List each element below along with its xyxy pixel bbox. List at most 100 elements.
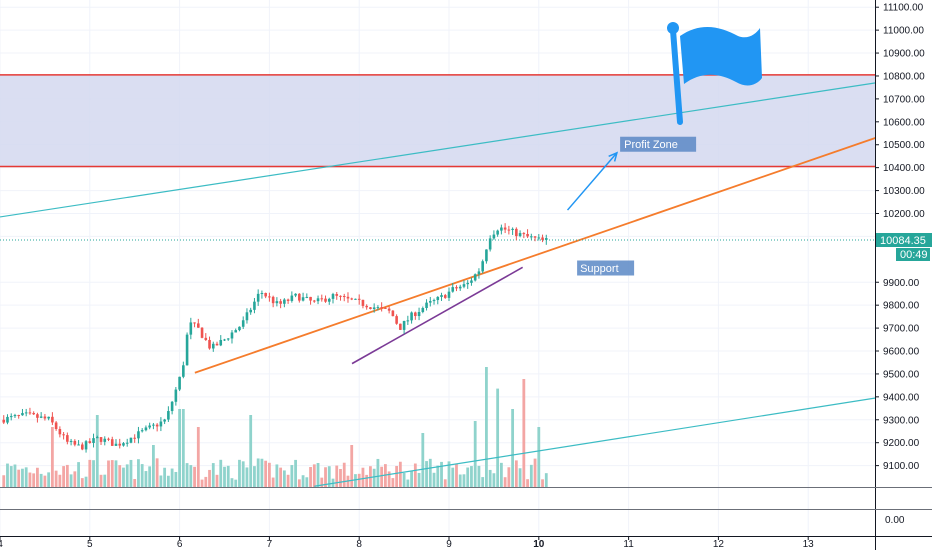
volume-bar <box>95 415 99 487</box>
volume-bar <box>193 466 196 487</box>
candle-body <box>313 300 316 302</box>
candle-body <box>455 287 458 289</box>
profit-zone-box[interactable] <box>0 74 875 167</box>
volume-bar <box>133 478 137 487</box>
profit-zone-label-bg <box>620 136 697 152</box>
candle-body <box>6 416 9 423</box>
volume-bar <box>62 466 66 487</box>
candle-body <box>395 316 398 324</box>
volume-bar <box>451 467 455 487</box>
volume-bar <box>335 465 339 487</box>
candle-body <box>189 322 193 335</box>
y-axis-ticks[interactable]: 11100.00 11000.00 10900.00 10800.00 10700.00… <box>875 3 925 472</box>
volume-bar <box>80 478 84 487</box>
profit-zone-label-text: Profit Zone <box>624 139 678 151</box>
volume-bar <box>271 477 275 487</box>
candle-body <box>260 292 264 294</box>
volume-bar <box>144 471 148 487</box>
candle-body <box>301 297 305 301</box>
volume-bar <box>166 475 170 487</box>
y-tick-label: 9600.00 <box>883 347 920 358</box>
volume-bar <box>286 474 290 487</box>
volume-bar <box>447 461 451 487</box>
volume-bar <box>413 463 417 487</box>
volume-bar <box>170 468 174 487</box>
candle-body <box>492 234 496 239</box>
candle-body <box>144 427 148 431</box>
candle-body <box>357 298 361 300</box>
candle-body <box>436 296 440 301</box>
candle-body <box>77 444 80 446</box>
candle-body <box>211 343 215 349</box>
flag-icon[interactable] <box>667 22 762 125</box>
candle-body <box>129 437 133 443</box>
arrow-annotation[interactable] <box>566 151 619 211</box>
candle-body <box>275 301 279 304</box>
trendlines[interactable] <box>0 82 876 487</box>
candle-body <box>54 422 58 430</box>
volume-bar <box>140 464 144 487</box>
candle-body <box>185 334 189 366</box>
candle-body <box>174 389 178 402</box>
x-tick-label: 7 <box>267 539 273 550</box>
candle-body <box>526 234 529 237</box>
candle-body <box>451 287 455 292</box>
x-tick-label: 8 <box>356 539 362 550</box>
profit-zone-label[interactable]: Profit Zone <box>620 136 697 152</box>
volume-bar <box>380 466 384 487</box>
candle-body <box>316 298 320 302</box>
volume-bar <box>402 472 406 487</box>
volume-bar <box>39 473 43 487</box>
volume-bar <box>312 464 316 487</box>
volume-bar <box>118 465 122 487</box>
volume-bar <box>533 458 537 487</box>
candle-body <box>425 302 428 309</box>
candle-body <box>73 440 77 445</box>
volume-bar <box>462 474 466 487</box>
volume-bar <box>249 415 253 487</box>
candle-body <box>103 438 107 442</box>
volume-bar <box>529 464 533 487</box>
volume-bar <box>110 460 114 487</box>
candle-body <box>62 434 65 436</box>
candle-body <box>88 441 92 443</box>
candle-body <box>28 412 32 414</box>
volume-bar <box>398 461 402 487</box>
candle-body <box>447 291 451 298</box>
volume-bar <box>492 473 496 487</box>
y-tick-label: 10800.00 <box>883 71 925 82</box>
volume-bar <box>2 475 6 487</box>
candle-body <box>324 298 327 302</box>
candle-body <box>163 419 166 422</box>
candle-body <box>496 230 499 235</box>
volume-bar <box>200 479 204 487</box>
candle-body <box>283 299 286 304</box>
current-price-tag-bg <box>876 233 932 247</box>
candle-body <box>399 323 402 330</box>
y-tick-label: 9300.00 <box>883 415 920 426</box>
volume-bar <box>103 474 107 487</box>
countdown-tag-bg <box>896 248 930 261</box>
candle-body <box>500 227 503 231</box>
candle-body <box>148 425 151 428</box>
x-tick-label: 5 <box>87 539 93 550</box>
flag-pole <box>670 27 683 125</box>
volume-bar <box>92 460 95 487</box>
volume-bar <box>65 464 69 487</box>
x-axis-ticks[interactable]: 4 5 6 7 8 9 10 11 12 13 <box>0 536 814 550</box>
candle-body <box>13 415 17 417</box>
candle-body <box>414 312 417 317</box>
candle-body <box>167 411 170 420</box>
arrow-head <box>608 151 619 162</box>
volume-bar <box>357 473 361 487</box>
support-label[interactable]: Support <box>577 260 635 276</box>
volume-bar <box>294 459 297 487</box>
candle-body <box>271 296 275 304</box>
x-tick-label: 9 <box>446 539 452 550</box>
candle-body <box>107 438 110 440</box>
volume-bar <box>473 421 477 487</box>
candle-body <box>372 307 376 309</box>
candle-body <box>230 332 234 339</box>
candle-body <box>387 308 391 311</box>
